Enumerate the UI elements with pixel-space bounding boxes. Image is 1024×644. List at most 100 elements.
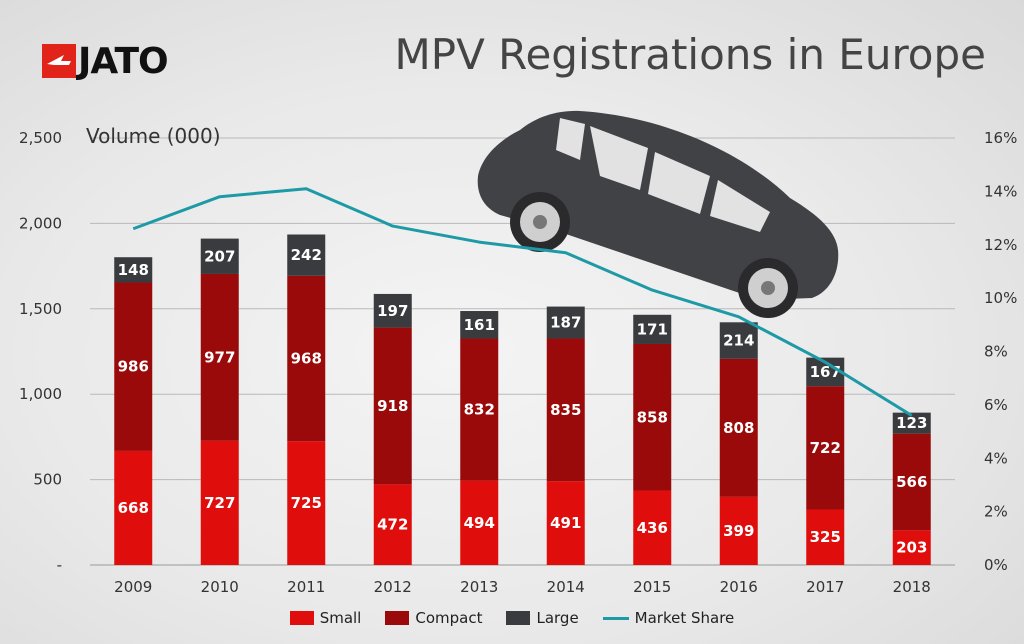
legend-label-large: Large — [536, 609, 579, 627]
data-label: 858 — [637, 408, 668, 426]
data-label: 187 — [550, 314, 581, 332]
data-label: 727 — [204, 494, 235, 512]
data-label: 494 — [464, 514, 495, 532]
chart-title: MPV Registrations in Europe — [394, 30, 987, 79]
bar-segment-compact — [114, 282, 153, 451]
legend-item-market-share: Market Share — [602, 609, 735, 627]
bar-segment-compact — [633, 343, 672, 491]
data-label: 668 — [118, 499, 149, 517]
bars: 668 986 148 727 977 207 725 968 242 472 918 197 494 8… — [114, 234, 931, 565]
bar-segment-large — [460, 311, 499, 339]
legend-item-compact: Compact — [385, 609, 482, 627]
data-label: 203 — [896, 539, 927, 557]
data-label: 148 — [118, 261, 149, 279]
legend-item-small: Small — [289, 609, 362, 627]
legend-label-small: Small — [319, 609, 362, 627]
legend: Small Compact Large Market Share — [0, 609, 1024, 627]
y2-tick-label: 0% — [984, 556, 1008, 574]
x-tick-label: 2010 — [201, 578, 239, 596]
data-label: 835 — [550, 401, 581, 419]
bar-segment-small — [892, 530, 931, 565]
data-label: 399 — [723, 522, 754, 540]
market-share-polyline — [132, 187, 913, 417]
y-tick-label: 500 — [33, 471, 62, 489]
bar-segment-small — [633, 490, 672, 565]
bar-segment-large — [892, 412, 931, 434]
x-axis-ticks: 2009 2010 2011 2012 2013 2014 2015 2016 2017 2018 — [114, 578, 931, 596]
legend-label-market-share: Market Share — [634, 609, 735, 627]
y-tick-label: 1,500 — [19, 300, 62, 318]
bar-segment-small — [287, 441, 326, 565]
y-tick-label: 2,000 — [19, 214, 62, 232]
data-label: 472 — [377, 516, 408, 534]
bar-segment-small — [373, 484, 412, 565]
data-label: 491 — [550, 514, 581, 532]
x-tick-label: 2014 — [547, 578, 585, 596]
y2-tick-label: 2% — [984, 503, 1008, 521]
data-label: 207 — [204, 247, 235, 265]
data-label: 968 — [291, 350, 322, 368]
data-label: 197 — [377, 302, 408, 320]
bar-segment-compact — [373, 327, 412, 485]
logo-text: JATO — [78, 40, 169, 82]
data-label: 167 — [810, 363, 841, 381]
bar-segment-large — [546, 306, 585, 339]
data-label: 566 — [896, 473, 927, 491]
legend-label-compact: Compact — [415, 609, 483, 627]
bar-segment-small — [719, 496, 758, 565]
y2-tick-label: 16% — [984, 129, 1017, 147]
bar-segment-large — [287, 234, 326, 276]
legend-swatch-market-share — [602, 616, 629, 620]
legend-item-large: Large — [506, 609, 579, 627]
data-label: 725 — [291, 494, 322, 512]
bar-segment-small — [200, 440, 239, 565]
data-label: 242 — [291, 246, 322, 264]
market-share-line — [132, 187, 913, 417]
bar-segment-large — [633, 314, 672, 344]
y2-axis-ticks: 0% 2% 4% 6% 8% 10% 12% 14% 16% — [984, 129, 1017, 574]
bar-segment-compact — [806, 386, 845, 510]
bar-segment-small — [806, 509, 845, 565]
jato-logo: JATO — [42, 40, 169, 82]
bar-segment-large — [373, 293, 412, 328]
bar-segment-small — [546, 481, 585, 565]
y-axis-label: Volume (000) — [86, 124, 221, 148]
legend-swatch-compact — [385, 611, 410, 625]
data-label: 977 — [204, 348, 235, 366]
data-label: 986 — [118, 358, 149, 376]
bar-segment-small — [460, 480, 499, 565]
bar-segment-large — [719, 322, 758, 359]
x-tick-label: 2016 — [720, 578, 758, 596]
bar-segment-large — [114, 257, 153, 283]
y-axis-ticks: - 500 1,000 1,500 2,000 2,500 — [19, 129, 62, 574]
data-label: 161 — [464, 316, 495, 334]
data-label: 832 — [464, 401, 495, 419]
x-tick-label: 2009 — [114, 578, 152, 596]
data-label: 325 — [810, 528, 841, 546]
x-tick-label: 2012 — [374, 578, 412, 596]
x-tick-label: 2018 — [893, 578, 931, 596]
legend-swatch-small — [289, 611, 314, 625]
jato-logo-icon — [42, 44, 76, 78]
legend-swatch-large — [506, 611, 531, 625]
x-tick-label: 2017 — [806, 578, 844, 596]
data-label: 123 — [896, 414, 927, 432]
bar-segment-large — [200, 238, 239, 274]
y-tick-label: 1,000 — [19, 385, 62, 403]
bar-segment-small — [114, 450, 153, 565]
y2-tick-label: 4% — [984, 449, 1008, 467]
data-label: 214 — [723, 332, 754, 350]
x-tick-label: 2013 — [460, 578, 498, 596]
y-tick-label: 2,500 — [19, 129, 62, 147]
data-label: 171 — [637, 320, 668, 338]
minivan-illustration — [477, 110, 839, 318]
y2-tick-label: 8% — [984, 343, 1008, 361]
y-tick-label: - — [57, 556, 62, 574]
bar-segment-compact — [460, 338, 499, 481]
bar-segment-compact — [892, 433, 931, 531]
y2-tick-label: 14% — [984, 182, 1017, 200]
y2-tick-label: 10% — [984, 289, 1017, 307]
data-label: 722 — [810, 439, 841, 457]
bar-segment-compact — [719, 358, 758, 497]
